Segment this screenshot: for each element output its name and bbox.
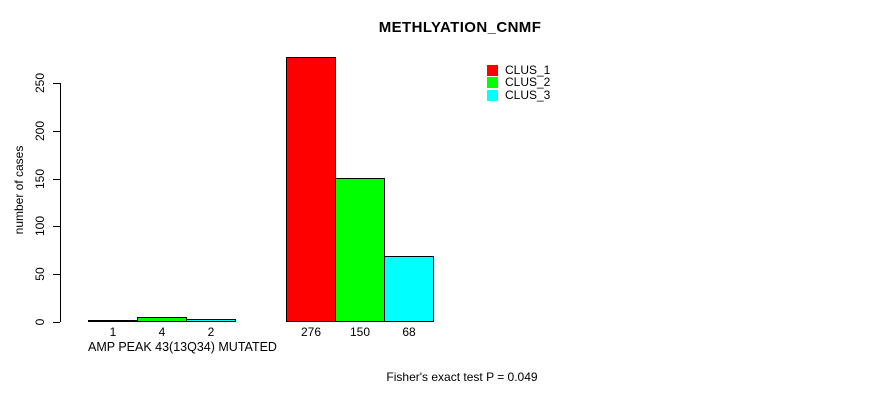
y-tick-label: 0 (33, 318, 47, 326)
y-tick-label: 100 (33, 215, 47, 237)
bar (286, 57, 336, 322)
bar-value-label: 150 (349, 325, 371, 339)
bar (335, 178, 385, 322)
chart-title: METHLYATION_CNMF (378, 19, 542, 36)
bar-value-label: 4 (158, 325, 166, 339)
y-tick-label: 250 (33, 72, 47, 94)
bar (384, 256, 434, 322)
bar-value-label: 1 (109, 325, 117, 339)
legend: CLUS_1 CLUS_2 CLUS_3 (487, 63, 551, 102)
bar-value-label: 2 (207, 325, 215, 339)
y-axis-tick (53, 179, 60, 180)
legend-item: CLUS_3 (487, 87, 551, 102)
group-axis-label: AMP PEAK 43(13Q34) MUTATED (88, 340, 277, 354)
y-axis-tick (53, 131, 60, 132)
y-tick-label: 50 (33, 267, 47, 281)
y-axis-tick (53, 226, 60, 227)
bar (137, 317, 187, 322)
legend-item-label: CLUS_1 (505, 63, 551, 77)
y-axis-tick (53, 322, 60, 323)
y-axis-tick (53, 274, 60, 275)
bar-value-label: 68 (402, 325, 416, 339)
legend-item: CLUS_2 (487, 75, 551, 90)
legend-color-swatch (487, 77, 498, 89)
legend-item: CLUS_1 (487, 63, 551, 77)
legend-item-label: CLUS_2 (505, 75, 551, 90)
y-axis-line (60, 83, 61, 322)
y-axis-label: number of cases (12, 145, 26, 235)
y-tick-label: 150 (33, 168, 47, 190)
y-tick-label: 200 (33, 120, 47, 142)
legend-color-swatch (487, 65, 498, 76)
legend-item-label: CLUS_3 (505, 87, 551, 102)
y-axis-tick (53, 83, 60, 84)
bar (88, 320, 138, 322)
bar-value-label: 276 (300, 325, 322, 339)
fisher-test-annotation: Fisher's exact test P = 0.049 (386, 370, 538, 384)
legend-color-swatch (487, 89, 498, 101)
bar (186, 319, 236, 322)
